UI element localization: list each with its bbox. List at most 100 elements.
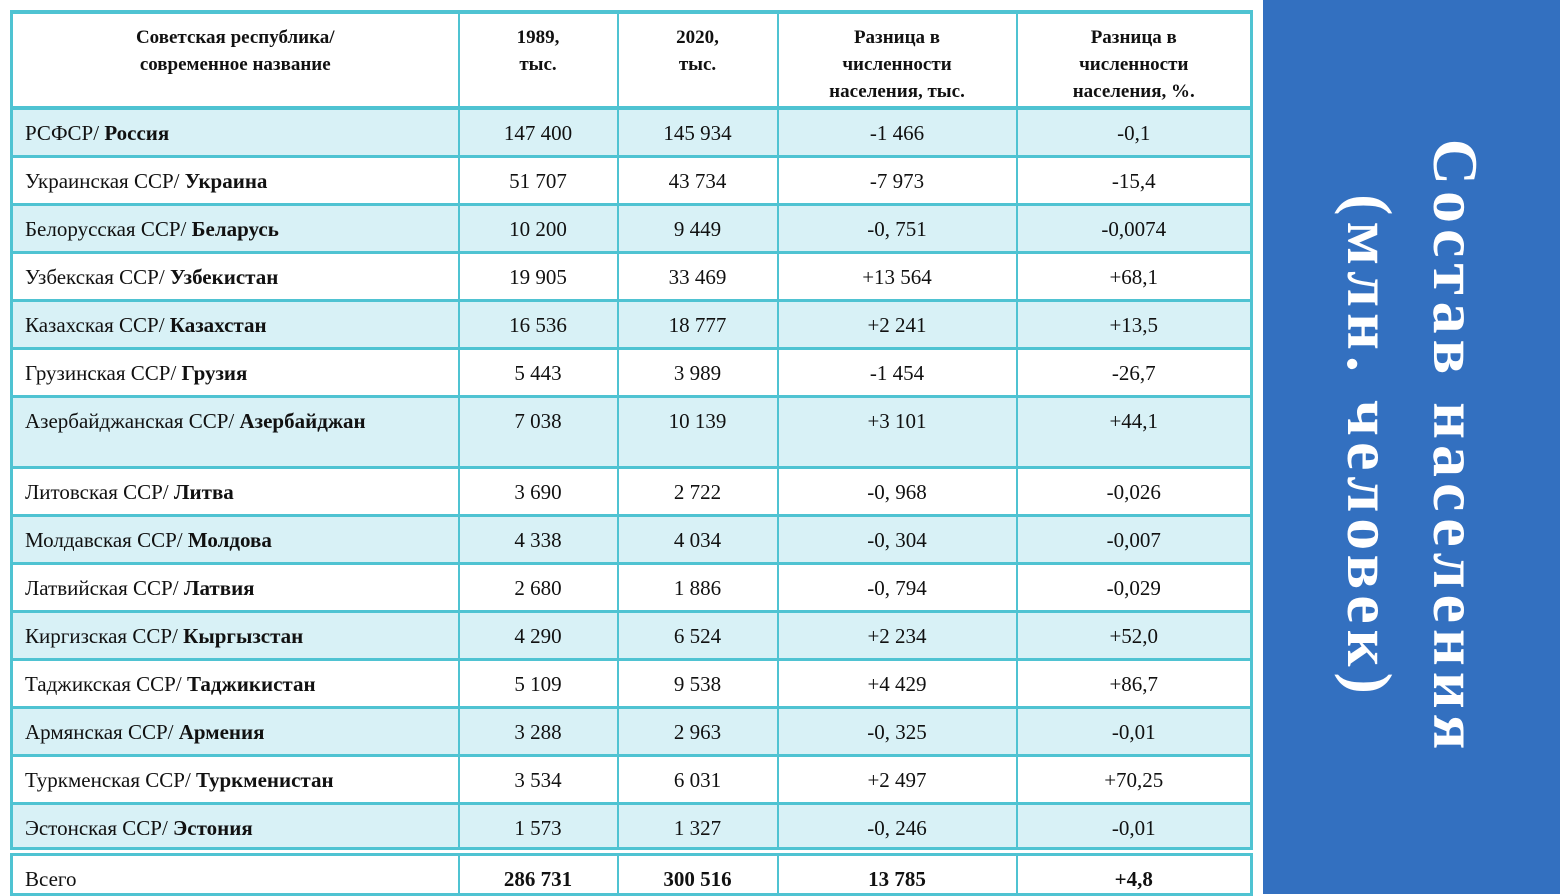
republic-cell: Белорусская ССР/ Беларусь — [10, 202, 460, 254]
diff-percent-cell: -0,026 — [1015, 465, 1253, 517]
diff-thousands-cell: -0, 751 — [776, 202, 1018, 254]
table-row: Таджикская ССР/ Таджикистан 5 109 9 538 … — [10, 657, 1253, 709]
soviet-name: Молдавская ССР/ — [25, 527, 188, 552]
republic-cell: Таджикская ССР/ Таджикистан — [10, 657, 460, 709]
value-2020-cell: 33 469 — [616, 250, 779, 302]
column-header-republic: Советская республика/ современное назван… — [10, 10, 460, 110]
diff-percent-cell: +4,8 — [1015, 846, 1253, 896]
diff-percent-cell: +13,5 — [1015, 298, 1253, 350]
modern-name: Беларусь — [191, 216, 279, 241]
diff-thousands-cell: +2 234 — [776, 609, 1018, 661]
modern-name: Казахстан — [169, 312, 267, 337]
table-row: РСФСР/ Россия 147 400 145 934 -1 466 -0,… — [10, 106, 1253, 158]
diff-thousands-cell: +4 429 — [776, 657, 1018, 709]
value-2020-cell: 2 722 — [616, 465, 779, 517]
republic-cell: Азербайджанская ССР/ Азербайджан — [10, 394, 460, 469]
value-1989-cell: 4 290 — [457, 609, 619, 661]
banner-title-line1: Состав населения — [1419, 138, 1491, 756]
modern-name: Узбекистан — [169, 264, 279, 289]
table-row: Грузинская ССР/ Грузия 5 443 3 989 -1 45… — [10, 346, 1253, 398]
table-row: Казахская ССР/ Казахстан 16 536 18 777 +… — [10, 298, 1253, 350]
value-1989-cell: 51 707 — [457, 154, 619, 206]
modern-name: Россия — [104, 121, 170, 145]
value-1989-cell: 5 443 — [457, 346, 619, 398]
value-1989-cell: 147 400 — [457, 106, 619, 158]
table-row: Латвийская ССР/ Латвия 2 680 1 886 -0, 7… — [10, 561, 1253, 613]
soviet-name: Грузинская ССР/ — [25, 360, 182, 385]
header-row: Советская республика/ современное назван… — [10, 10, 1253, 110]
diff-thousands-cell: -0, 794 — [776, 561, 1018, 613]
value-1989-cell: 10 200 — [457, 202, 619, 254]
diff-thousands-cell: -0, 968 — [776, 465, 1018, 517]
table-row: Азербайджанская ССР/ Азербайджан 7 038 1… — [10, 394, 1253, 469]
diff-thousands-cell: -1 466 — [776, 106, 1018, 158]
diff-percent-cell: +86,7 — [1015, 657, 1253, 709]
population-table: Советская республика/ современное назван… — [10, 10, 1253, 896]
modern-name: Грузия — [181, 360, 248, 385]
value-1989-cell: 3 288 — [457, 705, 619, 757]
modern-name: Эстония — [173, 815, 253, 840]
soviet-name: Азербайджанская ССР/ — [25, 408, 240, 433]
banner-title-line2: (млн. человек) — [1333, 194, 1405, 700]
republic-cell: Латвийская ССР/ Латвия — [10, 561, 460, 613]
diff-thousands-cell: -0, 304 — [776, 513, 1018, 565]
value-1989-cell: 16 536 — [457, 298, 619, 350]
diff-thousands-cell: +2 241 — [776, 298, 1018, 350]
modern-name: Кыргызстан — [183, 623, 304, 648]
diff-thousands-cell: -0, 246 — [776, 801, 1018, 853]
diff-percent-cell: +70,25 — [1015, 753, 1253, 805]
modern-name: Туркменистан — [196, 767, 334, 792]
value-2020-cell: 145 934 — [616, 106, 779, 158]
population-table-container: Советская республика/ современное назван… — [10, 10, 1253, 896]
soviet-name: Таджикская ССР/ — [25, 671, 187, 696]
table-row: Армянская ССР/ Армения 3 288 2 963 -0, 3… — [10, 705, 1253, 757]
value-2020-cell: 43 734 — [616, 154, 779, 206]
soviet-name: РСФСР/ — [25, 121, 105, 145]
republic-cell: Армянская ССР/ Армения — [10, 705, 460, 757]
modern-name: Латвия — [183, 575, 255, 600]
diff-percent-cell: -0,029 — [1015, 561, 1253, 613]
diff-percent-cell: -0,007 — [1015, 513, 1253, 565]
soviet-name: Латвийская ССР/ — [25, 575, 184, 600]
diff-percent-cell: -15,4 — [1015, 154, 1253, 206]
republic-cell: Узбекская ССР/ Узбекистан — [10, 250, 460, 302]
value-2020-cell: 2 963 — [616, 705, 779, 757]
soviet-name: Армянская ССР/ — [25, 719, 179, 744]
value-2020-cell: 6 031 — [616, 753, 779, 805]
soviet-name: Киргизская ССР/ — [25, 623, 184, 648]
value-2020-cell: 3 989 — [616, 346, 779, 398]
republic-cell: РСФСР/ Россия — [10, 106, 460, 158]
diff-thousands-cell: +13 564 — [776, 250, 1018, 302]
value-1989-cell: 19 905 — [457, 250, 619, 302]
diff-thousands-cell: 13 785 — [776, 846, 1018, 896]
value-2020-cell: 18 777 — [616, 298, 779, 350]
table-row: Молдавская ССР/ Молдова 4 338 4 034 -0, … — [10, 513, 1253, 565]
table-row: Всего 286 731 300 516 13 785 +4,8 — [10, 846, 1253, 896]
diff-percent-cell: +68,1 — [1015, 250, 1253, 302]
value-2020-cell: 9 538 — [616, 657, 779, 709]
table-header: Советская республика/ современное назван… — [10, 10, 1253, 110]
modern-name: Армения — [178, 719, 265, 744]
soviet-name: Туркменская ССР/ — [25, 767, 197, 792]
modern-name: Таджикистан — [186, 671, 316, 696]
value-1989-cell: 3 690 — [457, 465, 619, 517]
diff-percent-cell: -0,0074 — [1015, 202, 1253, 254]
table-row: Туркменская ССР/ Туркменистан 3 534 6 03… — [10, 753, 1253, 805]
value-2020-cell: 1 886 — [616, 561, 779, 613]
table-body: РСФСР/ Россия 147 400 145 934 -1 466 -0,… — [10, 106, 1253, 896]
republic-cell: Литовская ССР/ Литва — [10, 465, 460, 517]
table-row: Белорусская ССР/ Беларусь 10 200 9 449 -… — [10, 202, 1253, 254]
diff-percent-cell: -26,7 — [1015, 346, 1253, 398]
table-row: Литовская ССР/ Литва 3 690 2 722 -0, 968… — [10, 465, 1253, 517]
soviet-name: Узбекская ССР/ — [25, 264, 170, 289]
value-2020-cell: 6 524 — [616, 609, 779, 661]
value-2020-cell: 9 449 — [616, 202, 779, 254]
diff-thousands-cell: +2 497 — [776, 753, 1018, 805]
diff-percent-cell: -0,1 — [1015, 106, 1253, 158]
republic-cell: Эстонская ССР/ Эстония — [10, 801, 460, 853]
soviet-name: Белорусская ССР/ — [25, 216, 192, 241]
soviet-name: Украинская ССР/ — [25, 168, 185, 193]
value-1989-cell: 2 680 — [457, 561, 619, 613]
column-header-1989: 1989, тыс. — [457, 10, 619, 110]
column-header-diff-percent: Разница в численности населения, %. — [1015, 10, 1253, 110]
